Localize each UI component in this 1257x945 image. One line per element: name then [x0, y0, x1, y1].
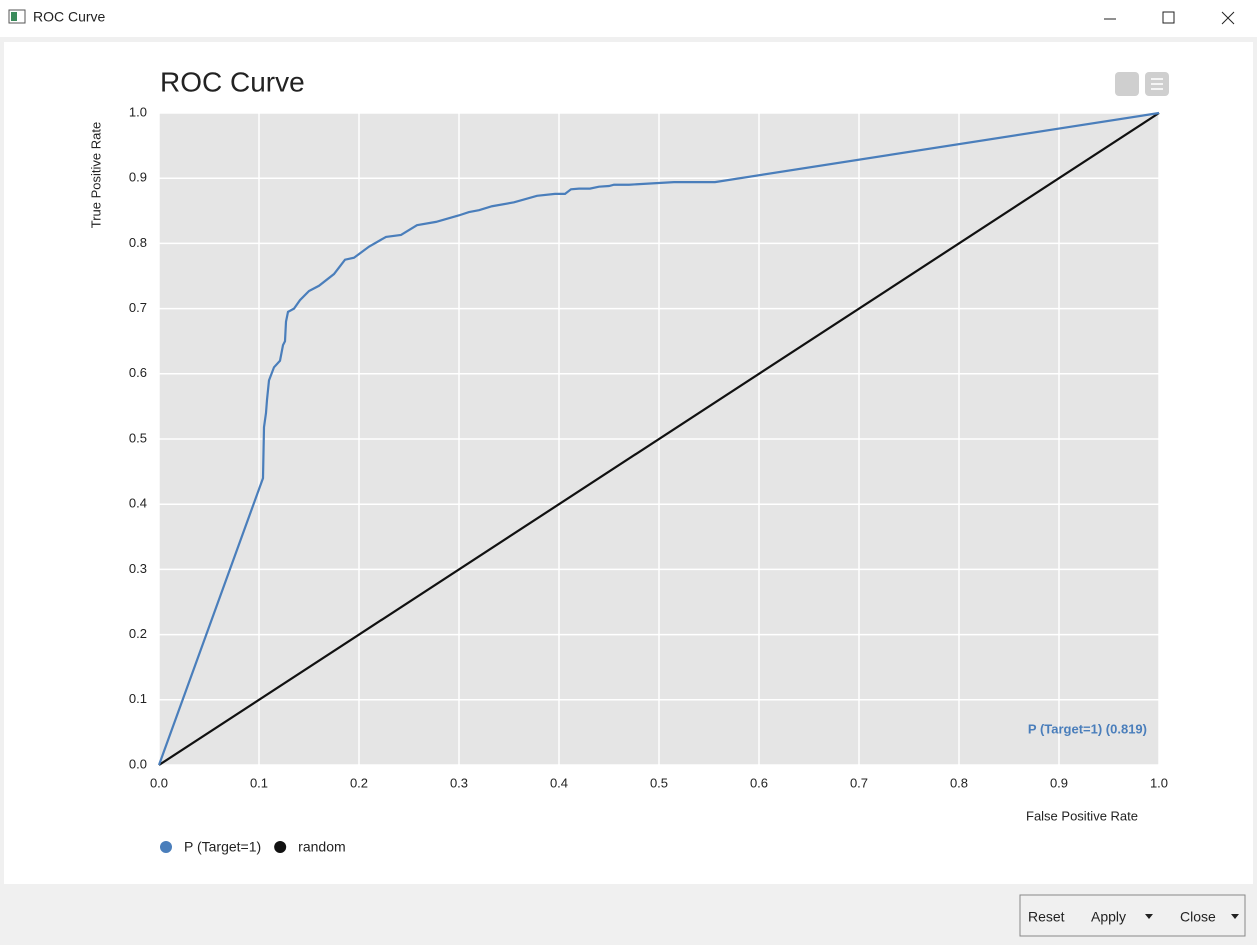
x-tick-label: 0.7: [850, 775, 868, 790]
y-tick-label: 0.1: [129, 691, 147, 706]
apply-dropdown[interactable]: [1145, 914, 1153, 919]
legend-label: random: [298, 839, 345, 855]
annotation: P (Target=1) (0.819): [1028, 721, 1147, 736]
legend-marker: [160, 841, 172, 853]
x-tick-label: 0.6: [750, 775, 768, 790]
close-window[interactable]: [1221, 11, 1235, 25]
roc-line: [158, 112, 1160, 766]
button-bar: [1019, 894, 1246, 937]
y-tick-label: 1.0: [129, 104, 147, 119]
x-tick-label: 0.8: [950, 775, 968, 790]
x-tick-label: 0.3: [450, 775, 468, 790]
y-tick-label: 0.4: [129, 496, 147, 511]
legend-label: P (Target=1): [184, 839, 261, 855]
close-button[interactable]: Close: [1180, 909, 1216, 925]
y-tick-label: 0.2: [129, 626, 147, 641]
y-tick-label: 0.9: [129, 170, 147, 185]
y-tick-label: 0.0: [129, 756, 147, 771]
x-tick-label: 0.5: [650, 775, 668, 790]
fullscreen-button[interactable]: [1115, 72, 1139, 96]
title-bar: [0, 0, 1257, 37]
y-tick-label: 0.5: [129, 430, 147, 445]
legend-marker: [274, 841, 287, 853]
maximize[interactable]: [1162, 11, 1175, 24]
reset-button[interactable]: Reset: [1028, 909, 1065, 925]
apply-button[interactable]: Apply: [1091, 909, 1126, 925]
window-title: ROC Curve: [33, 9, 106, 25]
x-axis-label: False Positive Rate: [1026, 808, 1138, 823]
y-tick-label: 0.8: [129, 235, 147, 250]
x-tick-label: 0.1: [250, 775, 268, 790]
x-tick-label: 1.0: [1150, 775, 1168, 790]
x-tick-label: 0.9: [1050, 775, 1068, 790]
x-tick-label: 0.2: [350, 775, 368, 790]
app-icon-fill: [11, 12, 17, 21]
x-tick-label: 0.0: [150, 775, 168, 790]
y-tick-label: 0.7: [129, 300, 147, 315]
chart-title: ROC Curve: [160, 66, 305, 97]
menu-icon: [1151, 78, 1163, 90]
x-tick-label: 0.4: [550, 775, 568, 790]
roc-line: [157, 111, 1160, 766]
close-dropdown[interactable]: [1231, 914, 1239, 919]
y-tick-label: 0.3: [129, 561, 147, 576]
y-axis-label: True Positive Rate: [88, 122, 103, 228]
app-icon: [8, 9, 26, 24]
y-tick-label: 0.6: [129, 365, 147, 380]
